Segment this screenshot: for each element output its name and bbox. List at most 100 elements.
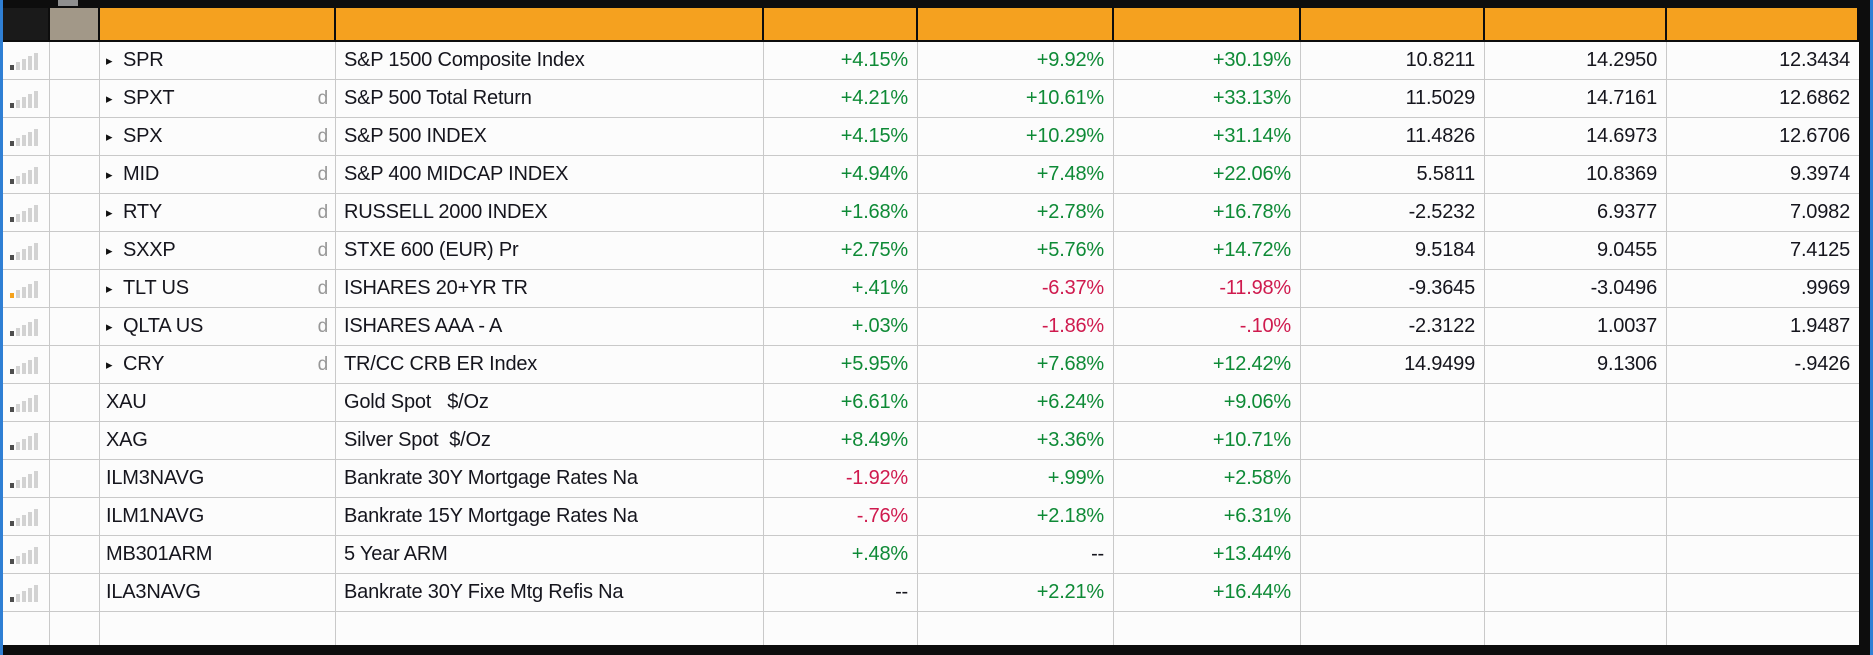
expand-arrow-icon[interactable]: ▸: [106, 129, 113, 144]
chart-cell[interactable]: [3, 574, 50, 611]
table-row[interactable]: ▸ CRY d TR/CC CRB ER Index +5.95% +7.68%…: [3, 346, 1859, 384]
ticker-cell[interactable]: ILM1NAVG: [100, 498, 336, 535]
stat-value-3: 9.3974: [1790, 163, 1850, 185]
return-period-1: +5.95%: [764, 346, 918, 383]
expand-arrow-icon[interactable]: ▸: [106, 319, 113, 334]
ticker-cell[interactable]: ▸ SPX d: [100, 118, 336, 155]
ticker-cell[interactable]: XAG: [100, 422, 336, 459]
return-period-1: --: [764, 574, 918, 611]
chart-cell[interactable]: [3, 270, 50, 307]
ticker-cell[interactable]: ▸ SPXT d: [100, 80, 336, 117]
header-cell[interactable]: [50, 8, 100, 40]
ticker-cell[interactable]: ▸ RTY d: [100, 194, 336, 231]
table-row[interactable]: ▸ SPXT d S&P 500 Total Return +4.21% +10…: [3, 80, 1859, 118]
header-cell[interactable]: [336, 8, 764, 40]
expand-arrow-icon[interactable]: ▸: [106, 205, 113, 220]
table-row[interactable]: ▸ RTY d RUSSELL 2000 INDEX +1.68% +2.78%…: [3, 194, 1859, 232]
stat-value-1: [1301, 574, 1485, 611]
return-period-1: +4.21%: [764, 80, 918, 117]
header-cell[interactable]: [1667, 8, 1859, 40]
security-description: S&P 500 Total Return: [336, 80, 764, 117]
chart-cell[interactable]: [3, 156, 50, 193]
ticker-cell[interactable]: XAU: [100, 384, 336, 421]
stat-value-3: [1667, 460, 1859, 497]
stat-value-3: 12.6706: [1779, 125, 1850, 147]
table-header-row: [3, 8, 1859, 42]
chart-cell[interactable]: [3, 346, 50, 383]
return-period-1: +4.15%: [764, 42, 918, 79]
expand-arrow-icon[interactable]: ▸: [106, 357, 113, 372]
header-cell[interactable]: [1301, 8, 1485, 40]
chart-cell[interactable]: [3, 384, 50, 421]
expand-arrow-icon[interactable]: ▸: [106, 281, 113, 296]
signal-bars-icon: [10, 90, 40, 108]
chart-cell[interactable]: [3, 460, 50, 497]
table-row[interactable]: ▸ SPR S&P 1500 Composite Index +4.15% +9…: [3, 42, 1859, 80]
ticker-cell[interactable]: ILM3NAVG: [100, 460, 336, 497]
ticker-cell[interactable]: ▸ SPR: [100, 42, 336, 79]
return-period-2: +2.18%: [918, 498, 1114, 535]
header-cell[interactable]: [918, 8, 1114, 40]
table-row[interactable]: ILM1NAVG Bankrate 15Y Mortgage Rates Na …: [3, 498, 1859, 536]
expand-arrow-icon[interactable]: ▸: [106, 53, 113, 68]
ticker-cell[interactable]: MB301ARM: [100, 536, 336, 573]
ticker-cell[interactable]: ▸ CRY d: [100, 346, 336, 383]
chart-cell[interactable]: [3, 308, 50, 345]
expand-arrow-icon[interactable]: ▸: [106, 243, 113, 258]
return-period-3: +22.06%: [1114, 156, 1301, 193]
table-row[interactable]: ▸ SPX d S&P 500 INDEX +4.15% +10.29% +31…: [3, 118, 1859, 156]
return-period-3: +16.44%: [1114, 574, 1301, 611]
return-period-1: +4.94%: [764, 156, 918, 193]
table-row[interactable]: ▸ SXXP d STXE 600 (EUR) Pr +2.75% +5.76%…: [3, 232, 1859, 270]
chart-cell[interactable]: [3, 232, 50, 269]
ticker-cell[interactable]: ▸ QLTA US d: [100, 308, 336, 345]
stat-value-3: 7.4125: [1790, 239, 1850, 261]
chart-cell[interactable]: [3, 194, 50, 231]
ticker-symbol: QLTA US: [123, 315, 204, 337]
header-cell[interactable]: [764, 8, 918, 40]
return-period-3: +33.13%: [1114, 80, 1301, 117]
ticker-cell[interactable]: ▸ TLT US d: [100, 270, 336, 307]
table-row[interactable]: ILA3NAVG Bankrate 30Y Fixe Mtg Refis Na …: [3, 574, 1859, 612]
stat-value-1: [1301, 384, 1485, 421]
spacer-cell: [50, 232, 100, 269]
chart-cell[interactable]: [3, 612, 50, 645]
chart-cell[interactable]: [3, 536, 50, 573]
ticker-cell[interactable]: ▸ MID d: [100, 156, 336, 193]
header-cell[interactable]: [1485, 8, 1667, 40]
stat-value-1: [1301, 612, 1485, 645]
security-description: STXE 600 (EUR) Pr: [336, 232, 764, 269]
ticker-symbol: RTY: [123, 201, 163, 223]
table-row[interactable]: ▸ QLTA US d ISHARES AAA - A +.03% -1.86%…: [3, 308, 1859, 346]
header-cell[interactable]: [100, 8, 336, 40]
table-row[interactable]: [3, 612, 1859, 645]
ticker-symbol: SXXP: [123, 239, 176, 261]
header-cell[interactable]: [3, 8, 50, 40]
chart-cell[interactable]: [3, 80, 50, 117]
chart-cell[interactable]: [3, 422, 50, 459]
ticker-cell[interactable]: ILA3NAVG: [100, 574, 336, 611]
header-cell[interactable]: [1114, 8, 1301, 40]
ticker-cell[interactable]: [100, 612, 336, 645]
table-row[interactable]: XAU Gold Spot $/Oz +6.61% +6.24% +9.06%: [3, 384, 1859, 422]
chart-cell[interactable]: [3, 118, 50, 155]
ticker-cell[interactable]: ▸ SXXP d: [100, 232, 336, 269]
security-description: Bankrate 30Y Fixe Mtg Refis Na: [336, 574, 764, 611]
ticker-symbol: XAU: [106, 391, 147, 413]
table-row[interactable]: ▸ TLT US d ISHARES 20+YR TR +.41% -6.37%…: [3, 270, 1859, 308]
chart-cell[interactable]: [3, 42, 50, 79]
expand-arrow-icon[interactable]: ▸: [106, 91, 113, 106]
return-period-2: +10.61%: [918, 80, 1114, 117]
table-row[interactable]: XAG Silver Spot $/Oz +8.49% +3.36% +10.7…: [3, 422, 1859, 460]
spacer-cell: [50, 612, 100, 645]
chart-cell[interactable]: [3, 498, 50, 535]
spacer-cell: [50, 422, 100, 459]
expand-arrow-icon[interactable]: ▸: [106, 167, 113, 182]
table-row[interactable]: ILM3NAVG Bankrate 30Y Mortgage Rates Na …: [3, 460, 1859, 498]
spacer-cell: [50, 194, 100, 231]
stat-value-3: 12.6862: [1779, 87, 1850, 109]
return-period-2: +6.24%: [918, 384, 1114, 421]
table-row[interactable]: ▸ MID d S&P 400 MIDCAP INDEX +4.94% +7.4…: [3, 156, 1859, 194]
table-row[interactable]: MB301ARM 5 Year ARM +.48% -- +13.44%: [3, 536, 1859, 574]
signal-bars-icon: [10, 166, 40, 184]
